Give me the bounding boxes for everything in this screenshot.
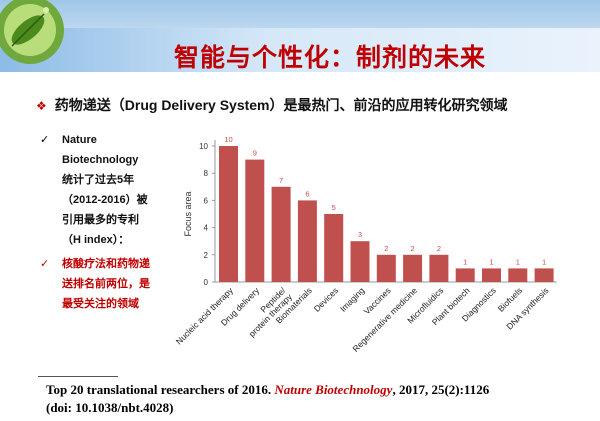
header-band <box>0 28 600 72</box>
y-axis-label: Focus area <box>183 191 193 236</box>
bar <box>508 268 528 282</box>
y-tick-label: 10 <box>199 142 208 151</box>
y-tick-label: 0 <box>204 278 209 287</box>
bar <box>350 241 370 282</box>
citation-journal: Nature Biotechnology <box>274 382 393 397</box>
bar <box>534 268 554 282</box>
citation: Top 20 translational researchers of 2016… <box>46 381 586 417</box>
bar <box>245 159 265 282</box>
footer-rule <box>38 376 118 377</box>
data-label: 7 <box>279 176 283 185</box>
header-bar: 智能与个性化：制剂的未来 <box>0 0 600 72</box>
data-label: 9 <box>253 149 257 158</box>
bar <box>271 186 291 282</box>
citation-volume: , 2017, 25(2):1126 <box>392 382 490 397</box>
data-label: 1 <box>463 257 467 266</box>
bar <box>482 268 501 282</box>
data-label: 3 <box>358 230 362 239</box>
note-text: Nature Biotechnology 统计了过去5年（2012-2016）被… <box>62 134 148 246</box>
y-tick-label: 6 <box>204 196 209 205</box>
subtitle-text: 药物递送（Drug Delivery System）是最热门、前沿的应用转化研究… <box>54 97 508 113</box>
bar <box>429 254 449 282</box>
data-label: 1 <box>542 257 546 266</box>
slide-subtitle: ❖ 药物递送（Drug Delivery System）是最热门、前沿的应用转化研… <box>36 95 508 115</box>
bar <box>403 254 423 282</box>
bar <box>297 200 317 282</box>
data-label: 6 <box>305 189 309 198</box>
bar <box>455 268 475 282</box>
citation-line: Top 20 translational researchers of 2016… <box>46 381 586 399</box>
note-text-highlight: 核酸疗法和药物递送排名前两位，是最受关注的领域 <box>62 258 150 310</box>
bar <box>324 214 344 282</box>
y-tick-label: 4 <box>204 224 209 233</box>
diamond-bullet-icon: ❖ <box>36 99 47 113</box>
y-tick-label: 8 <box>204 169 209 178</box>
note-item-highlight: ✓ 核酸疗法和药物递送排名前两位，是最受关注的领域 <box>40 254 150 314</box>
data-label: 1 <box>489 257 493 266</box>
bar <box>376 254 396 282</box>
check-mark-icon: ✓ <box>40 134 50 146</box>
check-mark-icon: ✓ <box>40 258 50 270</box>
citation-doi: (doi: 10.1038/nbt.4028) <box>46 400 174 415</box>
data-label: 2 <box>411 244 415 253</box>
left-notes: ✓ Nature Biotechnology 统计了过去5年（2012-2016… <box>40 130 150 314</box>
citation-text: Top 20 translational researchers of 2016… <box>46 382 275 397</box>
slide-title: 智能与个性化：制剂的未来 <box>173 43 486 72</box>
bar <box>219 146 238 282</box>
data-label: 2 <box>384 244 388 253</box>
leaf-logo-icon <box>0 0 64 64</box>
data-label: 1 <box>516 257 520 266</box>
note-item: ✓ Nature Biotechnology 统计了过去5年（2012-2016… <box>40 130 150 250</box>
data-label: 5 <box>332 203 336 212</box>
data-label: 10 <box>224 135 232 144</box>
x-tick-label: Devices <box>312 285 340 313</box>
data-label: 2 <box>437 244 441 253</box>
y-tick-label: 2 <box>204 251 209 260</box>
